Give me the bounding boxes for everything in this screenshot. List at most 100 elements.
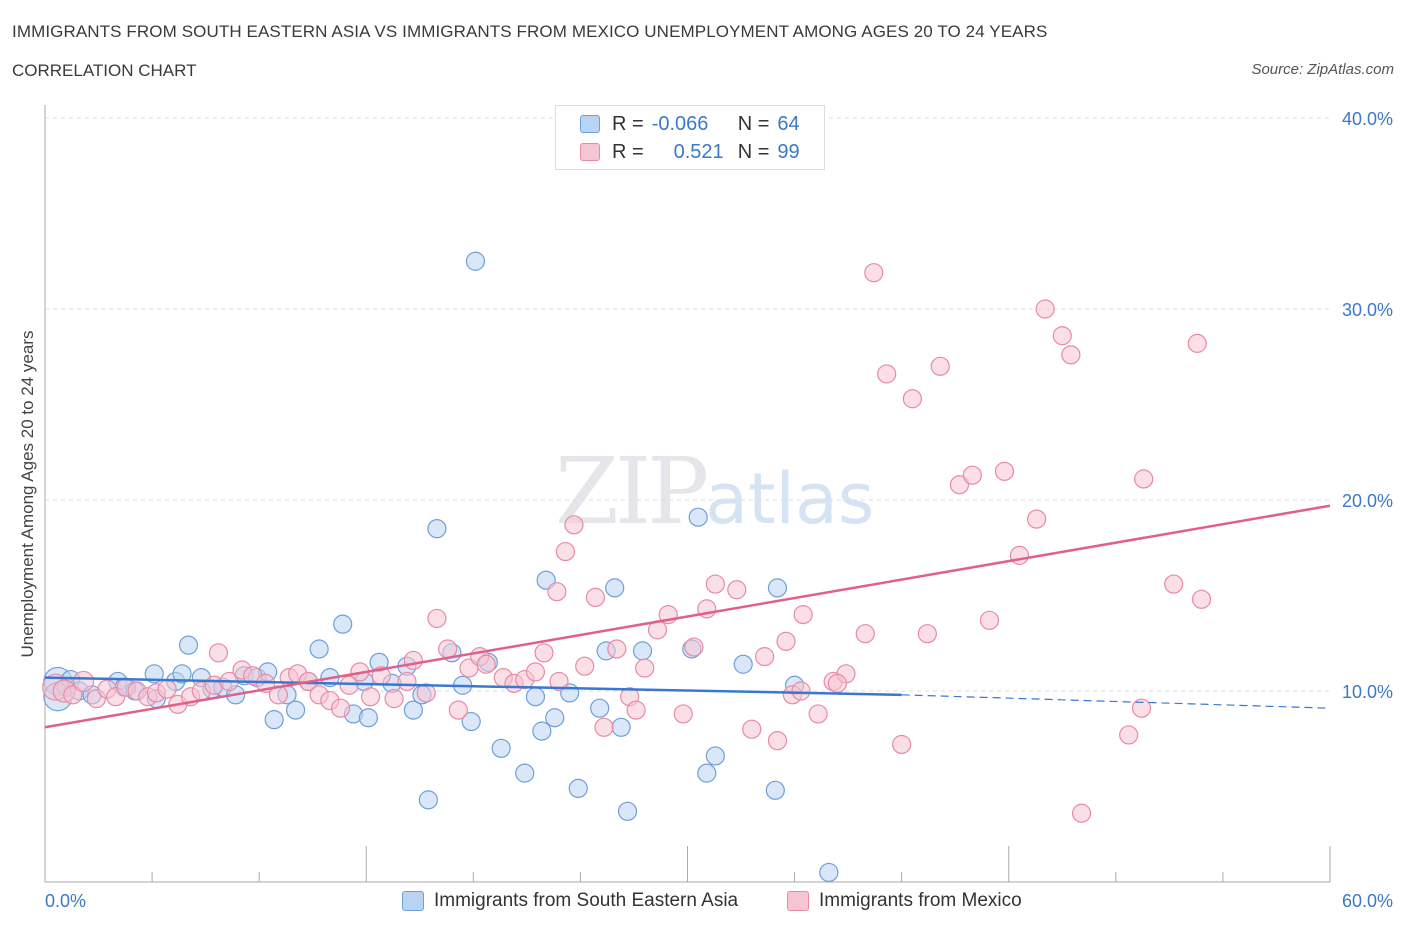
data-point-mexico bbox=[877, 364, 897, 384]
data-point-asia bbox=[617, 801, 638, 821]
data-point-mexico bbox=[684, 637, 704, 657]
data-point-asia bbox=[697, 763, 717, 783]
data-point-asia bbox=[403, 700, 423, 720]
data-point-asia bbox=[532, 721, 552, 741]
data-point-mexico bbox=[994, 461, 1015, 481]
data-point-mexico bbox=[339, 675, 359, 695]
legend-r-label: R = bbox=[612, 112, 644, 135]
data-point-mexico bbox=[892, 734, 912, 755]
data-point-mexico bbox=[448, 700, 468, 720]
trendline-asia-extension bbox=[901, 694, 1331, 709]
data-point-mexico bbox=[1009, 545, 1030, 565]
chart-title: IMMIGRANTS FROM SOUTH EASTERN ASIA VS IM… bbox=[12, 22, 1048, 41]
data-point-mexico bbox=[427, 608, 447, 629]
data-point-asia bbox=[525, 687, 546, 707]
legend-n-value-mexico: 99 bbox=[777, 140, 800, 163]
data-point-mexico bbox=[1119, 725, 1139, 745]
legend-swatch-mexico bbox=[580, 143, 600, 161]
watermark-atlas: atlas bbox=[705, 458, 875, 540]
data-point-mexico bbox=[384, 689, 404, 709]
data-point-mexico bbox=[1052, 326, 1072, 346]
trendline-mexico bbox=[44, 504, 1331, 729]
data-point-mexico bbox=[767, 731, 788, 751]
data-point-asia bbox=[285, 700, 306, 720]
x-tick-label: 0.0% bbox=[45, 891, 86, 911]
legend-n-value-asia: 64 bbox=[777, 112, 800, 135]
data-point-mexico bbox=[397, 671, 417, 692]
data-point-asia bbox=[705, 746, 725, 766]
data-point-asia bbox=[765, 780, 785, 800]
y-tick-label: 30.0% bbox=[1342, 300, 1393, 320]
data-point-asia bbox=[568, 778, 588, 799]
data-point-asia bbox=[491, 738, 511, 758]
data-point-asia bbox=[144, 664, 164, 684]
data-point-mexico bbox=[534, 643, 554, 663]
data-point-mexico bbox=[917, 624, 937, 644]
data-point-mexico bbox=[416, 683, 436, 703]
data-point-asia bbox=[767, 578, 788, 598]
data-point-asia bbox=[611, 717, 631, 737]
data-point-asia bbox=[418, 790, 438, 810]
data-point-mexico bbox=[525, 662, 546, 682]
data-point-asia bbox=[605, 578, 625, 598]
y-tick-label: 10.0% bbox=[1342, 682, 1393, 702]
data-point-mexico bbox=[63, 685, 83, 705]
data-point-mexico bbox=[1191, 589, 1212, 609]
data-point-mexico bbox=[594, 717, 614, 737]
data-point-mexico bbox=[727, 580, 747, 600]
data-point-mexico bbox=[962, 465, 982, 485]
data-point-mexico bbox=[1134, 469, 1154, 489]
legend-row-asia: R = -0.066 N = 64 bbox=[580, 111, 800, 137]
data-point-asia bbox=[333, 614, 353, 634]
data-point-mexico bbox=[827, 673, 848, 693]
data-point-asia bbox=[178, 635, 199, 655]
data-point-asia bbox=[358, 708, 378, 728]
data-point-mexico bbox=[403, 650, 423, 671]
series-legend-label-mexico: Immigrants from Mexico bbox=[819, 890, 1022, 911]
data-point-mexico bbox=[1061, 345, 1081, 365]
data-point-mexico bbox=[635, 658, 655, 678]
data-point-mexico bbox=[808, 704, 828, 724]
legend-swatch-asia bbox=[580, 115, 600, 133]
series-legend-swatch-asia bbox=[402, 891, 424, 911]
data-point-mexico bbox=[855, 624, 875, 644]
data-point-mexico bbox=[157, 679, 177, 699]
data-point-mexico bbox=[979, 610, 1000, 630]
data-point-mexico bbox=[585, 587, 606, 608]
data-point-mexico bbox=[330, 698, 351, 718]
data-point-asia bbox=[632, 641, 653, 661]
data-point-mexico bbox=[72, 670, 95, 693]
data-point-asia bbox=[465, 251, 486, 271]
source-label: Source: ZipAtlas.com bbox=[1251, 61, 1394, 78]
data-point-mexico bbox=[1071, 803, 1092, 823]
data-point-asia bbox=[309, 639, 329, 659]
data-point-mexico bbox=[673, 704, 693, 724]
data-point-asia bbox=[427, 519, 447, 539]
data-point-mexico bbox=[742, 719, 762, 739]
series-legend-asia[interactable]: Immigrants from South Eastern Asia bbox=[402, 890, 738, 912]
y-tick-label: 20.0% bbox=[1342, 491, 1393, 511]
data-point-mexico bbox=[607, 639, 627, 659]
trendline-asia bbox=[44, 676, 902, 697]
stats-legend: R = -0.066 N = 64 R = 0.521 N = 99 bbox=[555, 105, 825, 170]
data-point-mexico bbox=[902, 389, 922, 409]
data-point-mexico bbox=[930, 356, 950, 376]
data-point-mexico bbox=[776, 631, 796, 651]
data-point-mexico bbox=[949, 475, 970, 495]
legend-n-label: N = bbox=[737, 112, 770, 135]
x-tick-label: 60.0% bbox=[1342, 891, 1393, 911]
series-legend-swatch-mexico bbox=[787, 891, 809, 911]
series-legend: Immigrants from South Eastern Asia Immig… bbox=[0, 890, 1406, 916]
data-point-asia bbox=[515, 763, 535, 783]
data-point-mexico bbox=[1035, 299, 1055, 319]
series-legend-mexico[interactable]: Immigrants from Mexico bbox=[787, 890, 1022, 912]
data-point-mexico bbox=[1164, 574, 1184, 594]
data-point-asia bbox=[264, 710, 284, 730]
data-point-mexico bbox=[754, 647, 775, 667]
data-point-mexico bbox=[1131, 698, 1152, 718]
data-point-mexico bbox=[575, 656, 595, 676]
data-point-mexico bbox=[1026, 509, 1047, 529]
data-point-mexico bbox=[547, 582, 567, 602]
data-point-mexico bbox=[476, 654, 496, 674]
data-point-asia bbox=[590, 698, 610, 718]
